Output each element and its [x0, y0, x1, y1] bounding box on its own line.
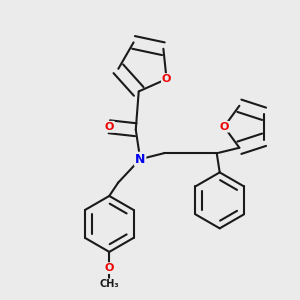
- Text: O: O: [105, 122, 114, 132]
- Text: CH₃: CH₃: [100, 279, 119, 289]
- Text: O: O: [162, 74, 171, 84]
- Text: N: N: [135, 153, 146, 166]
- Text: O: O: [105, 263, 114, 273]
- Text: O: O: [219, 122, 229, 132]
